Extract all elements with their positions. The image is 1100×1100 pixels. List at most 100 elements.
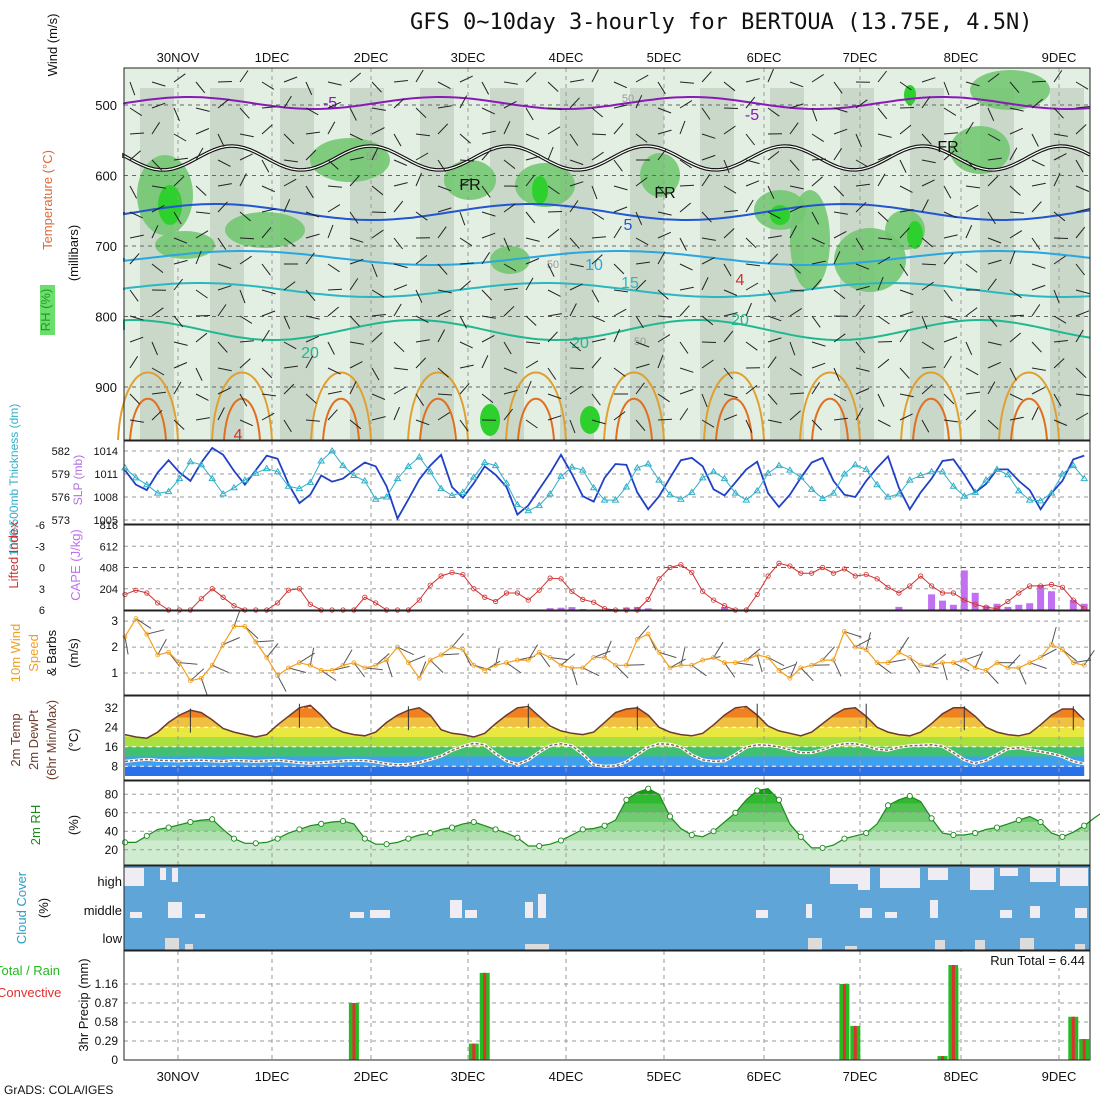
wind-speed-point bbox=[329, 668, 335, 673]
wind-barb bbox=[283, 341, 297, 350]
cloud-middle-block bbox=[195, 914, 205, 918]
wind-barb bbox=[195, 230, 209, 239]
wind-barb bbox=[305, 185, 314, 199]
wind-speed-point bbox=[645, 631, 651, 637]
wind-barb bbox=[965, 367, 979, 376]
wind-barb bbox=[833, 211, 848, 215]
wind-barb bbox=[701, 174, 711, 187]
wind-barb bbox=[151, 81, 166, 87]
wind-barb bbox=[503, 287, 518, 291]
wind-barb bbox=[437, 367, 449, 378]
wind-barb bbox=[327, 390, 342, 395]
isotherm-25 bbox=[310, 371, 372, 441]
ylabel-cape: CAPE (J/kg) bbox=[68, 529, 83, 601]
isotherm-30 bbox=[912, 397, 950, 441]
rh2m-point bbox=[405, 835, 412, 842]
wind-barb bbox=[547, 331, 558, 343]
wind-barb bbox=[657, 334, 671, 343]
wind-barb bbox=[877, 133, 892, 138]
wind-speed-point bbox=[896, 649, 902, 655]
wind-barb bbox=[437, 123, 449, 135]
wind-barb bbox=[371, 107, 386, 111]
wind-barb bbox=[547, 263, 555, 277]
wind-barb bbox=[877, 341, 893, 343]
lifted-index-point bbox=[689, 569, 695, 576]
li-tick-label: -3 bbox=[35, 541, 45, 553]
wind-barb bbox=[261, 81, 275, 90]
wind-barb-10m bbox=[887, 659, 906, 664]
ylabel-rh2m-2: (%) bbox=[66, 815, 81, 835]
precip-convective-bar bbox=[352, 1003, 356, 1060]
wind-barb bbox=[305, 149, 317, 161]
thickness-point bbox=[633, 463, 642, 471]
wind-barb bbox=[481, 393, 494, 403]
wind-barb bbox=[613, 122, 624, 135]
wind-barb bbox=[327, 306, 340, 317]
wind-barb bbox=[327, 367, 341, 375]
wind-barb bbox=[943, 393, 955, 405]
lifted-index-point bbox=[874, 576, 880, 582]
wind-barb bbox=[987, 259, 1002, 265]
date-label-top: 1DEC bbox=[255, 50, 290, 65]
wind-barb bbox=[1075, 106, 1090, 109]
wind-barb bbox=[657, 231, 672, 239]
thickness-point bbox=[927, 467, 936, 475]
wind-barb bbox=[701, 154, 716, 161]
wind-barb bbox=[745, 96, 756, 109]
wind-barb bbox=[1075, 412, 1089, 421]
lifted-index-point bbox=[700, 588, 706, 595]
wind-speed-point bbox=[591, 655, 597, 660]
wind-barb bbox=[679, 263, 693, 271]
wind-barb bbox=[701, 359, 714, 369]
wind-barb bbox=[701, 341, 717, 343]
lifted-index-point bbox=[449, 569, 455, 576]
cloud-low-block bbox=[935, 940, 945, 950]
isotherm-label: -5 bbox=[323, 95, 337, 112]
wind-speed-point bbox=[1038, 655, 1043, 660]
wind-barb-10m bbox=[277, 675, 287, 692]
lifted-index-point bbox=[830, 570, 837, 576]
wind-barb bbox=[943, 185, 952, 199]
wind-barb bbox=[1031, 201, 1042, 213]
wind-barb bbox=[833, 367, 840, 382]
wind-barb bbox=[151, 204, 165, 213]
wind-barb bbox=[151, 225, 159, 239]
wind-barb bbox=[921, 281, 934, 291]
wind-barb bbox=[327, 185, 342, 188]
temp-color-band bbox=[125, 766, 1085, 776]
wind-barb bbox=[1075, 226, 1086, 239]
wind-barb bbox=[987, 107, 995, 122]
wind-barb bbox=[151, 102, 166, 109]
wind-barb bbox=[591, 211, 605, 220]
lifted-index-point bbox=[710, 597, 717, 603]
wind-barb bbox=[239, 393, 248, 407]
wind-barb-10m bbox=[560, 653, 576, 666]
wind-barb-10m bbox=[408, 655, 426, 664]
wind-barb-10m bbox=[364, 667, 383, 671]
wind-barb bbox=[987, 341, 1002, 346]
wind-barb-10m bbox=[397, 646, 415, 656]
wind-barb bbox=[899, 263, 909, 276]
cape-bar bbox=[982, 605, 990, 610]
wind-barb bbox=[261, 289, 276, 295]
isotherm-25 bbox=[703, 371, 765, 441]
wind-speed-point bbox=[384, 657, 390, 663]
wind-speed-point bbox=[144, 631, 150, 637]
thickness-point bbox=[1014, 486, 1023, 494]
lifted-index-point bbox=[972, 601, 978, 607]
thickness-point bbox=[241, 476, 249, 483]
wind-barb bbox=[1031, 159, 1045, 167]
cape-bar bbox=[546, 608, 554, 610]
wind-speed-point bbox=[155, 652, 161, 658]
wind-barb-10m bbox=[691, 664, 707, 677]
cloud-high-block bbox=[124, 868, 144, 886]
wind-barb bbox=[855, 263, 870, 270]
wind-barb bbox=[767, 253, 779, 265]
thickness-point bbox=[916, 471, 925, 479]
wind-barb bbox=[459, 262, 475, 265]
thickness-point bbox=[709, 467, 718, 475]
isotherm-25 bbox=[603, 371, 665, 441]
wind-barb bbox=[1075, 81, 1089, 90]
wind-barb-10m bbox=[876, 662, 892, 674]
wind-barb bbox=[921, 96, 931, 109]
